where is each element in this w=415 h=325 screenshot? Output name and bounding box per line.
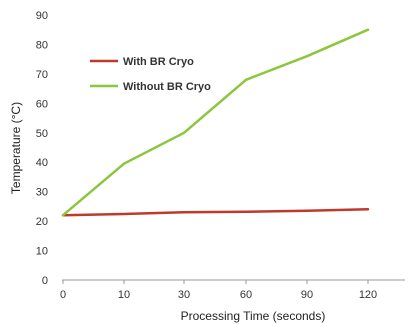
series-layer [61,28,370,217]
y-tick-label: 30 [36,187,48,199]
y-tick-label: 20 [36,216,48,228]
series-line [61,28,370,217]
x-tick-label: 0 [60,289,66,301]
y-tick-label: 90 [36,10,48,22]
x-tick-label: 30 [178,289,190,301]
x-axis-ticks: 0 10 30 60 90 120 [60,280,377,301]
y-tick-label: 10 [36,246,48,258]
x-tick-label: 120 [359,289,377,301]
x-tick-label: 90 [301,289,313,301]
y-tick-label: 60 [36,98,48,110]
series-line [61,208,370,217]
y-tick-label: 80 [36,39,48,51]
y-tick-label: 50 [36,128,48,140]
legend-label: Without BR Cryo [123,81,211,93]
legend-label: With BR Cryo [123,56,194,68]
y-tick-label: 40 [36,157,48,169]
x-tick-label: 10 [118,289,130,301]
y-axis-ticks: 0 10 20 30 40 50 60 70 80 90 [36,10,48,287]
legend: With BR Cryo Without BR Cryo [90,56,211,93]
x-tick-label: 60 [240,289,252,301]
y-tick-label: 0 [42,275,48,287]
y-tick-label: 70 [36,69,48,81]
x-axis-title: Processing Time (seconds) [181,309,326,323]
y-axis-title: Temperature (°C) [9,102,23,194]
